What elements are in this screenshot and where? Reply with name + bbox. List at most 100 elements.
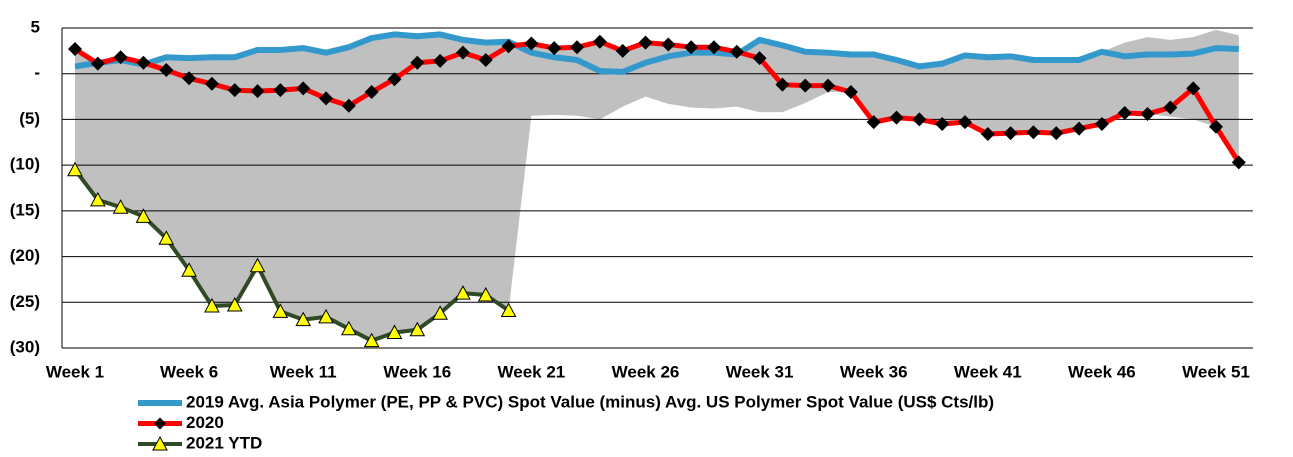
marker bbox=[821, 78, 836, 93]
marker bbox=[135, 208, 152, 223]
x-tick-label: Week 11 bbox=[270, 362, 337, 381]
marker bbox=[935, 117, 950, 131]
marker bbox=[706, 40, 721, 55]
marker bbox=[432, 305, 448, 320]
range-band bbox=[75, 29, 1239, 341]
marker bbox=[592, 34, 607, 49]
marker bbox=[501, 39, 516, 54]
marker bbox=[112, 199, 129, 214]
marker bbox=[409, 321, 426, 337]
y-tick-label: (10) bbox=[10, 155, 40, 174]
marker bbox=[227, 83, 242, 98]
series-line bbox=[73, 39, 1241, 164]
marker bbox=[570, 40, 585, 55]
marker bbox=[273, 83, 288, 98]
x-tick-label: Week 1 bbox=[46, 362, 104, 381]
marker bbox=[158, 230, 175, 245]
marker bbox=[363, 332, 380, 348]
y-tick-label: (20) bbox=[10, 246, 40, 265]
marker bbox=[90, 56, 105, 71]
marker bbox=[250, 84, 265, 99]
y-tick-label: 5 bbox=[31, 17, 40, 36]
marker bbox=[1117, 106, 1132, 121]
x-tick-label: Week 31 bbox=[726, 362, 794, 381]
marker bbox=[775, 77, 790, 92]
marker bbox=[410, 55, 425, 70]
marker bbox=[68, 42, 82, 57]
marker bbox=[752, 51, 767, 66]
marker bbox=[113, 50, 128, 65]
marker bbox=[226, 296, 243, 312]
marker bbox=[136, 55, 151, 70]
y-tick-label: - bbox=[34, 63, 40, 82]
marker bbox=[204, 76, 219, 91]
marker bbox=[341, 320, 357, 336]
marker bbox=[638, 35, 653, 50]
marker bbox=[729, 44, 744, 59]
x-tick-label: Week 41 bbox=[954, 362, 1022, 381]
marker bbox=[386, 324, 403, 339]
marker bbox=[500, 302, 517, 318]
marker bbox=[889, 110, 904, 125]
y-tick-label: (15) bbox=[10, 200, 40, 219]
marker bbox=[798, 78, 813, 93]
marker bbox=[547, 41, 562, 56]
marker bbox=[1072, 121, 1087, 136]
x-tick-label: Week 6 bbox=[160, 362, 218, 381]
marker bbox=[980, 127, 995, 142]
marker bbox=[204, 297, 220, 313]
marker bbox=[957, 115, 972, 130]
y-tick-label: (25) bbox=[10, 292, 40, 311]
marker bbox=[1209, 119, 1223, 134]
marker bbox=[296, 81, 311, 96]
series-line bbox=[74, 31, 1239, 75]
legend-label: 2021 YTD bbox=[186, 433, 262, 452]
marker bbox=[477, 286, 494, 302]
y-tick-label: (5) bbox=[19, 109, 40, 128]
legend-label: 2019 Avg. Asia Polymer (PE, PP & PVC) Sp… bbox=[186, 392, 994, 411]
marker bbox=[159, 63, 174, 78]
marker bbox=[1026, 125, 1041, 140]
marker bbox=[1163, 100, 1178, 115]
x-tick-label: Week 46 bbox=[1068, 362, 1136, 381]
marker bbox=[661, 37, 676, 52]
marker bbox=[318, 308, 334, 324]
marker bbox=[1186, 81, 1201, 96]
marker bbox=[67, 161, 83, 177]
marker bbox=[387, 72, 402, 87]
x-tick-label: Week 21 bbox=[498, 362, 566, 381]
marker bbox=[1140, 106, 1155, 121]
x-tick-label: Week 26 bbox=[612, 362, 680, 381]
marker bbox=[912, 112, 927, 127]
marker bbox=[433, 53, 448, 68]
marker bbox=[455, 285, 471, 300]
marker bbox=[866, 115, 881, 130]
marker bbox=[249, 257, 266, 273]
x-tick-label: Week 16 bbox=[383, 362, 451, 381]
marker bbox=[364, 85, 379, 99]
marker bbox=[1003, 126, 1018, 141]
marker bbox=[684, 40, 699, 55]
legend-marker bbox=[152, 435, 168, 451]
y-tick-label: (30) bbox=[10, 337, 40, 356]
marker bbox=[524, 36, 539, 51]
marker bbox=[182, 71, 197, 86]
marker bbox=[1049, 126, 1064, 141]
marker bbox=[272, 303, 289, 318]
marker bbox=[455, 45, 470, 60]
marker bbox=[478, 53, 493, 67]
marker bbox=[1231, 155, 1246, 170]
marker bbox=[843, 85, 858, 99]
marker bbox=[1094, 117, 1109, 131]
legend-label: 2020 bbox=[186, 413, 224, 432]
marker bbox=[295, 311, 312, 327]
marker bbox=[89, 191, 106, 207]
legend-marker bbox=[154, 417, 166, 430]
marker bbox=[615, 43, 630, 58]
x-tick-label: Week 36 bbox=[840, 362, 908, 381]
marker bbox=[181, 262, 197, 277]
x-tick-label: Week 51 bbox=[1182, 362, 1250, 381]
marker bbox=[319, 91, 334, 106]
